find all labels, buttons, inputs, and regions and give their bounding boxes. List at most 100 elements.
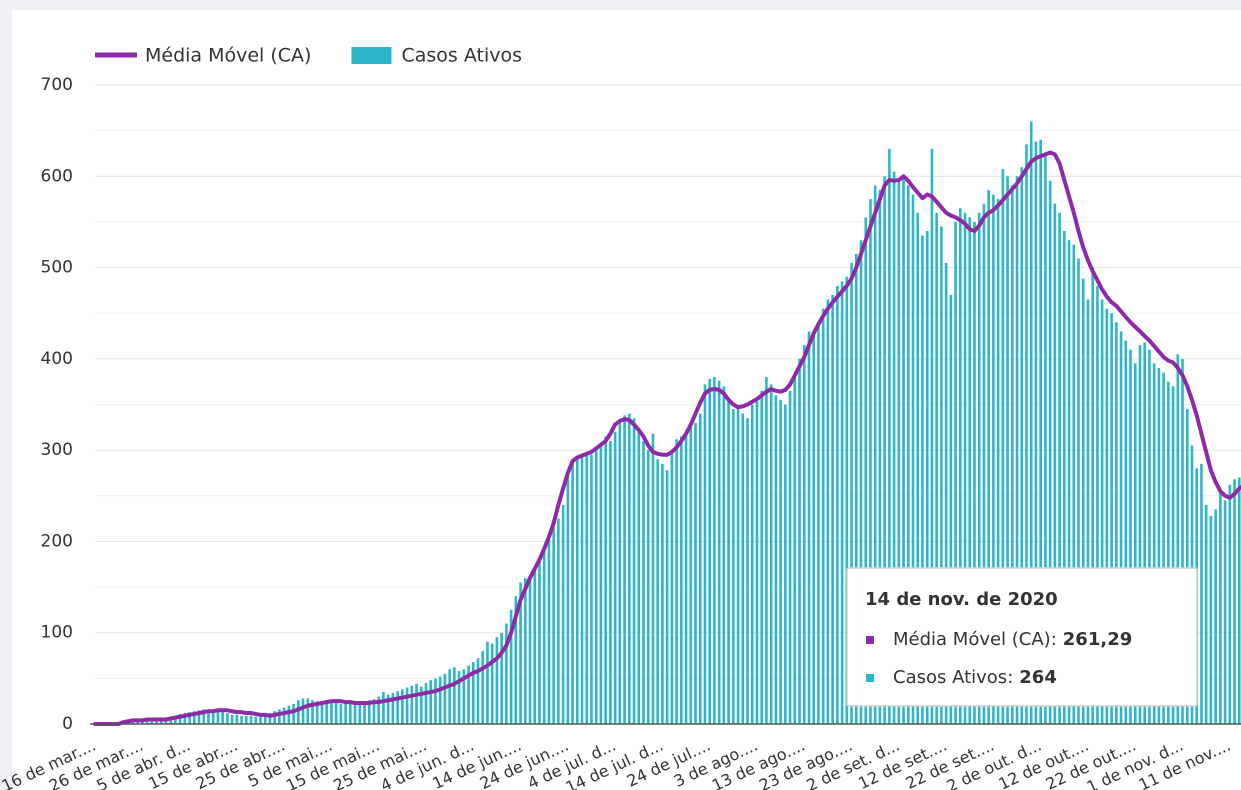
bar	[1133, 363, 1137, 724]
bar	[297, 700, 300, 724]
bar	[1053, 203, 1057, 724]
bar	[301, 698, 305, 724]
bar	[717, 380, 721, 724]
bar	[1044, 153, 1047, 724]
bar	[453, 667, 456, 724]
bar	[784, 404, 787, 724]
bar	[599, 444, 603, 724]
y-tick-label: 600	[41, 166, 73, 186]
bar	[561, 504, 565, 724]
bar	[476, 658, 480, 724]
bar	[883, 176, 886, 725]
bar	[1086, 299, 1090, 724]
bar	[661, 463, 664, 724]
bar	[443, 673, 447, 724]
bar	[675, 439, 678, 724]
bar	[306, 698, 310, 724]
bar	[982, 203, 986, 724]
bar	[547, 536, 551, 724]
bar	[1119, 331, 1123, 724]
bar	[911, 194, 915, 725]
bar	[259, 715, 262, 724]
bar	[1029, 121, 1033, 724]
bar	[944, 263, 948, 724]
bar	[694, 422, 697, 724]
bar	[1058, 212, 1061, 725]
bar	[353, 703, 357, 724]
bar	[968, 217, 972, 724]
bar	[509, 609, 513, 724]
bar	[438, 676, 442, 724]
bar	[1063, 231, 1066, 725]
bar	[708, 378, 711, 724]
bar	[996, 199, 1000, 724]
bar	[840, 281, 844, 724]
bar	[623, 415, 626, 724]
bar	[1100, 299, 1104, 724]
bar	[273, 711, 276, 724]
legend-swatch	[351, 47, 392, 64]
bar	[330, 702, 333, 724]
bar	[1185, 409, 1189, 724]
bar	[817, 322, 820, 724]
bar	[263, 713, 267, 724]
bar	[1162, 372, 1165, 724]
bar	[684, 431, 688, 724]
bar	[987, 189, 990, 724]
bar	[462, 669, 466, 724]
bar	[1110, 313, 1113, 724]
bar	[434, 678, 437, 724]
bar	[769, 384, 773, 724]
bar	[921, 235, 924, 724]
bar	[311, 700, 314, 724]
tooltip-label: Casos Ativos:	[893, 667, 1013, 688]
bar	[1124, 340, 1128, 724]
bar	[836, 285, 839, 724]
y-tick-label: 300	[41, 440, 73, 460]
bar	[765, 377, 768, 724]
bar	[906, 185, 910, 724]
bar	[651, 433, 655, 724]
bar	[254, 716, 258, 724]
bar	[419, 686, 423, 724]
bar	[401, 689, 404, 724]
bar	[755, 399, 759, 724]
bar	[542, 548, 546, 724]
bar	[1025, 144, 1028, 725]
bar	[779, 399, 782, 724]
bar	[873, 185, 877, 724]
bar	[774, 395, 778, 724]
bar	[609, 441, 612, 724]
y-tick-label: 200	[41, 531, 73, 551]
bar	[315, 701, 319, 724]
bar	[637, 431, 641, 724]
bar	[287, 705, 291, 724]
bar	[736, 406, 740, 724]
y-tick-label: 0	[62, 714, 73, 734]
bar	[831, 294, 834, 724]
bar	[722, 386, 726, 724]
bar	[278, 709, 281, 724]
bar	[523, 577, 527, 724]
bar	[628, 413, 631, 724]
bar	[1129, 349, 1132, 724]
bar	[1067, 240, 1071, 724]
bar	[854, 253, 858, 724]
tooltip-marker	[866, 636, 874, 644]
bar	[405, 687, 409, 724]
bar	[613, 431, 617, 724]
bar	[665, 470, 669, 724]
bar	[325, 703, 328, 724]
bar	[821, 308, 825, 724]
bar	[344, 703, 347, 724]
y-tick-label: 100	[41, 623, 73, 643]
bar	[670, 450, 674, 724]
bar	[750, 404, 754, 724]
bar	[533, 568, 537, 724]
bar	[1077, 258, 1080, 724]
bar	[490, 643, 494, 724]
bar	[1015, 176, 1019, 725]
bar	[1167, 381, 1170, 724]
bar	[292, 703, 295, 724]
bar	[1214, 509, 1217, 724]
